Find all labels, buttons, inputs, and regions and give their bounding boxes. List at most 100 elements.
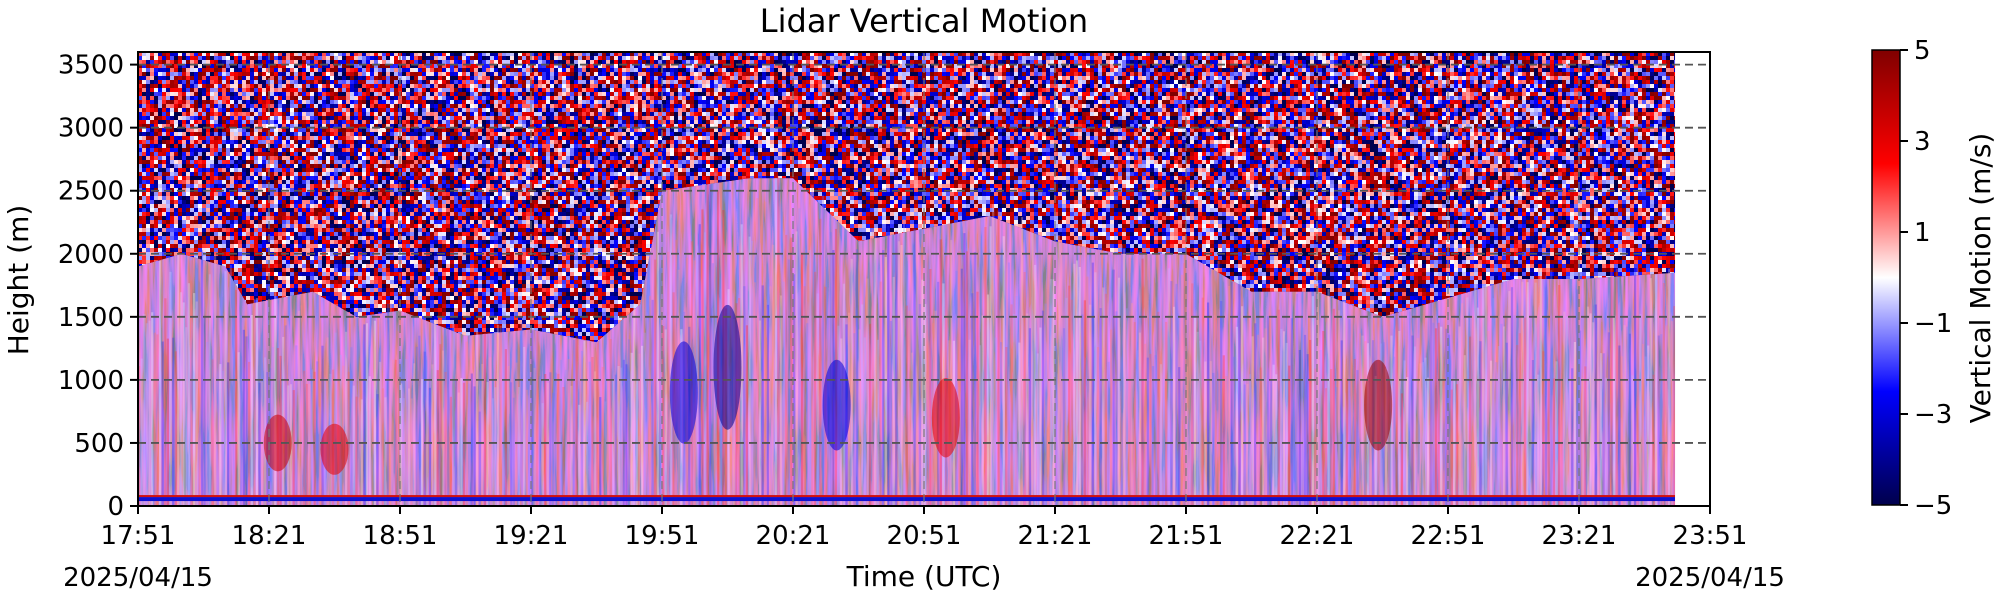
noise-cell xyxy=(334,236,338,240)
noise-cell xyxy=(306,88,310,92)
noise-cell xyxy=(230,96,234,100)
noise-cell xyxy=(346,80,350,84)
noise-cell xyxy=(334,128,338,132)
noise-cell xyxy=(150,164,154,168)
noise-cell xyxy=(242,216,246,220)
noise-cell xyxy=(254,236,258,240)
noise-cell xyxy=(202,164,206,168)
noise-cell xyxy=(294,120,298,124)
noise-cell xyxy=(170,248,174,252)
noise-cell xyxy=(350,160,354,164)
noise-cell xyxy=(242,60,246,64)
noise-cell xyxy=(146,80,150,84)
noise-cell xyxy=(182,196,186,200)
noise-cell xyxy=(142,196,146,200)
noise-cell xyxy=(310,268,314,272)
noise-cell xyxy=(310,132,314,136)
noise-cell xyxy=(242,220,246,224)
noise-cell xyxy=(214,72,218,76)
noise-cell xyxy=(202,220,206,224)
noise-cell xyxy=(278,56,282,60)
noise-cell xyxy=(202,76,206,80)
noise-cell xyxy=(322,204,326,208)
noise-cell xyxy=(234,248,238,252)
noise-cell xyxy=(310,152,314,156)
noise-cell xyxy=(146,252,150,256)
noise-cell xyxy=(298,80,302,84)
noise-cell xyxy=(298,204,302,208)
noise-cell xyxy=(182,236,186,240)
noise-cell xyxy=(174,60,178,64)
noise-cell xyxy=(214,204,218,208)
noise-cell xyxy=(274,100,278,104)
noise-cell xyxy=(326,216,330,220)
noise-cell xyxy=(282,104,286,108)
noise-cell xyxy=(262,84,266,88)
noise-cell xyxy=(306,204,310,208)
noise-cell xyxy=(282,168,286,172)
noise-cell xyxy=(338,280,342,284)
noise-cell xyxy=(190,160,194,164)
noise-cell xyxy=(338,156,342,160)
noise-cell xyxy=(334,112,338,116)
noise-cell xyxy=(162,112,166,116)
noise-cell xyxy=(270,156,274,160)
noise-cell xyxy=(306,56,310,60)
noise-cell xyxy=(234,132,238,136)
noise-cell xyxy=(238,240,242,244)
noise-cell xyxy=(350,172,354,176)
noise-cell xyxy=(198,132,202,136)
noise-cell xyxy=(226,196,230,200)
noise-cell xyxy=(210,76,214,80)
noise-cell xyxy=(282,248,286,252)
noise-cell xyxy=(310,120,314,124)
noise-cell xyxy=(142,160,146,164)
noise-cell xyxy=(338,204,342,208)
noise-cell xyxy=(350,284,354,288)
noise-cell xyxy=(162,84,166,88)
noise-cell xyxy=(246,196,250,200)
noise-cell xyxy=(182,192,186,196)
noise-cell xyxy=(218,164,222,168)
noise-cell xyxy=(322,248,326,252)
noise-cell xyxy=(174,160,178,164)
noise-cell xyxy=(342,80,346,84)
noise-cell xyxy=(342,144,346,148)
noise-cell xyxy=(142,100,146,104)
noise-cell xyxy=(342,176,346,180)
noise-cell xyxy=(262,244,266,248)
noise-cell xyxy=(338,196,342,200)
noise-cell xyxy=(238,136,242,140)
noise-cell xyxy=(162,232,166,236)
noise-cell xyxy=(214,92,218,96)
noise-cell xyxy=(158,192,162,196)
noise-cell xyxy=(250,72,254,76)
noise-cell xyxy=(330,228,334,232)
noise-cell xyxy=(282,256,286,260)
noise-cell xyxy=(210,184,214,188)
noise-cell xyxy=(302,100,306,104)
noise-cell xyxy=(230,224,234,228)
noise-cell xyxy=(322,76,326,80)
noise-cell xyxy=(246,80,250,84)
noise-cell xyxy=(322,112,326,116)
noise-cell xyxy=(342,184,346,188)
noise-cell xyxy=(270,276,274,280)
noise-cell xyxy=(270,232,274,236)
noise-cell xyxy=(234,72,238,76)
noise-cell xyxy=(206,200,210,204)
noise-cell xyxy=(310,232,314,236)
noise-cell xyxy=(222,164,226,168)
noise-cell xyxy=(234,200,238,204)
noise-cell xyxy=(250,280,254,284)
noise-cell xyxy=(322,168,326,172)
noise-cell xyxy=(270,72,274,76)
noise-cell xyxy=(202,240,206,244)
noise-cell xyxy=(286,204,290,208)
noise-cell xyxy=(318,140,322,144)
noise-cell xyxy=(162,96,166,100)
noise-cell xyxy=(314,156,318,160)
noise-cell xyxy=(318,212,322,216)
noise-cell xyxy=(186,204,190,208)
noise-cell xyxy=(234,212,238,216)
